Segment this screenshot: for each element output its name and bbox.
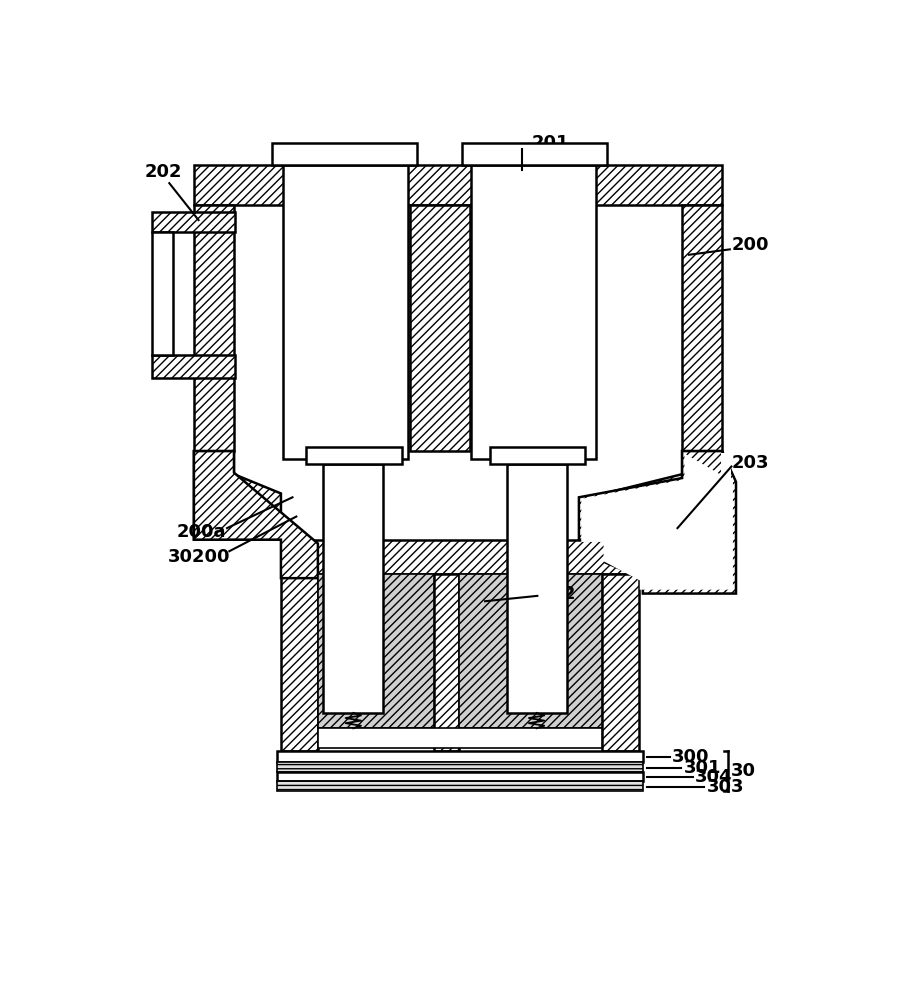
Bar <box>507 464 567 713</box>
Bar <box>277 772 643 781</box>
Text: 200: 200 <box>731 236 769 254</box>
Polygon shape <box>605 451 734 586</box>
Text: 300: 300 <box>672 748 710 766</box>
Text: 201: 201 <box>531 134 568 152</box>
Text: 202: 202 <box>145 163 182 181</box>
Bar <box>459 574 602 728</box>
Bar <box>434 574 459 751</box>
Bar <box>281 574 318 751</box>
Bar <box>307 447 402 464</box>
Bar <box>194 205 234 451</box>
Text: 301: 301 <box>683 759 721 777</box>
Bar <box>277 751 643 762</box>
Text: 30200: 30200 <box>167 548 230 566</box>
Bar <box>602 574 639 751</box>
Text: 303: 303 <box>707 778 744 796</box>
Bar <box>272 143 417 165</box>
Bar <box>721 453 730 578</box>
Bar <box>462 143 606 165</box>
Text: 30: 30 <box>730 762 756 780</box>
Bar <box>277 762 643 772</box>
Bar <box>410 205 470 451</box>
Bar <box>323 464 384 713</box>
Polygon shape <box>194 451 318 578</box>
Text: 304: 304 <box>695 768 733 786</box>
Text: 203: 203 <box>731 454 769 472</box>
Polygon shape <box>581 453 733 590</box>
Polygon shape <box>579 451 736 594</box>
Bar <box>194 165 722 205</box>
Bar <box>152 355 234 378</box>
Bar <box>283 165 408 459</box>
Bar <box>281 540 639 574</box>
Bar <box>152 212 234 232</box>
Polygon shape <box>194 451 281 540</box>
Text: 200a: 200a <box>177 523 226 541</box>
Bar <box>490 447 586 464</box>
Bar <box>318 728 602 748</box>
Bar <box>318 574 434 728</box>
Bar <box>682 205 722 451</box>
Bar <box>152 232 173 355</box>
Bar <box>277 781 643 791</box>
Bar <box>472 165 595 459</box>
Text: 302: 302 <box>538 585 576 603</box>
